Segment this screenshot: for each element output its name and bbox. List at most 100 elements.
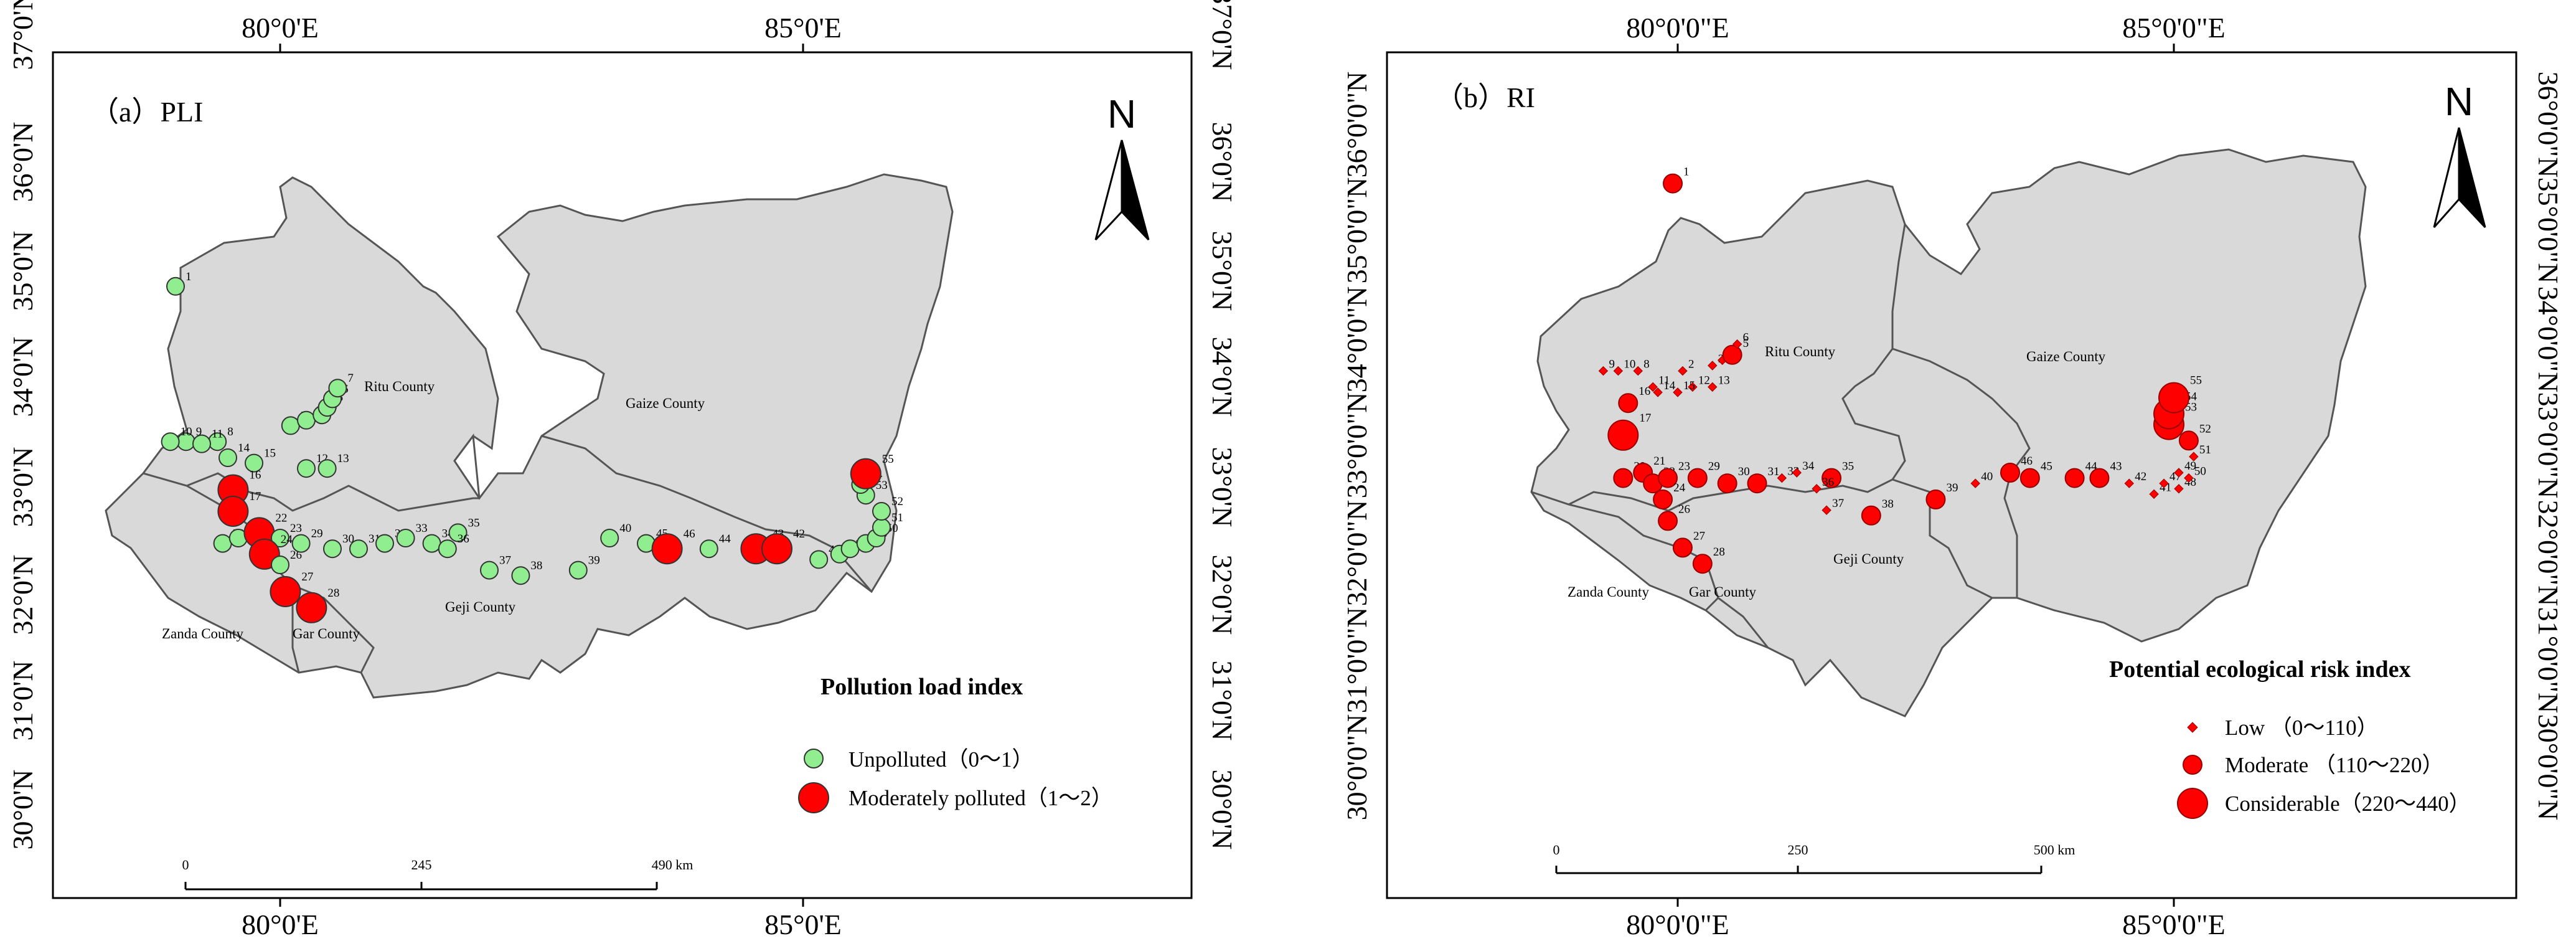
ri-site-label-40: 40 (1981, 470, 1993, 483)
panel-b-right-ytick-0: 36°0'0"N (2532, 72, 2564, 178)
panel-b-legend-label-1: Moderate （110～220） (2225, 753, 2444, 777)
pli-site-28 (296, 592, 327, 623)
ri-site-label-24: 24 (1673, 481, 1686, 494)
ri-site-label-17: 17 (1639, 412, 1651, 425)
panel-b-legend: Potential ecological risk index Low （0～1… (2109, 656, 2471, 819)
pli-site-1 (166, 277, 185, 296)
panel-b-right-ytick-1: 35°0'0"N (2532, 177, 2564, 284)
pli-site-label-13: 13 (337, 452, 349, 465)
ri-site-2 (1678, 366, 1688, 376)
ri-site-label-28: 28 (1713, 546, 1725, 559)
ri-site-label-45: 45 (2041, 460, 2052, 473)
ri-site-label-51: 51 (2199, 443, 2211, 456)
panel-a-left-ytick-4: 33°0'N (7, 447, 39, 527)
panel-b-xtick-bottom-0: 80°0'0"E (1626, 909, 1729, 940)
pli-site-33 (396, 529, 415, 547)
panel-a-scale-0: 0 (182, 857, 189, 872)
ri-site-11 (1648, 382, 1658, 392)
pli-site-7 (328, 379, 347, 398)
panel-a-county-gaize: Gaize County (626, 395, 705, 411)
pli-site-3 (297, 410, 316, 430)
ri-site-6 (1732, 339, 1742, 349)
ri-site-50 (2184, 473, 2194, 483)
pli-site-label-46: 46 (684, 527, 695, 541)
ri-site-17 (1607, 419, 1639, 451)
ri-site-40 (1970, 478, 1980, 488)
panel-a-north-label: N (1107, 92, 1136, 136)
panel-b-legend-swatch-1 (2183, 755, 2202, 775)
pli-site-15 (245, 453, 263, 473)
panel-b-legend-title: Potential ecological risk index (2109, 656, 2410, 683)
pli-site-32 (375, 534, 394, 553)
ri-site-label-30: 30 (1738, 465, 1750, 478)
pli-site-label-24: 24 (281, 533, 293, 546)
pli-site-11 (192, 434, 211, 453)
pli-site-label-11: 11 (212, 428, 223, 441)
pli-site-37 (480, 560, 499, 580)
pli-site-27 (270, 576, 301, 607)
panel-a-xtick-bottom-1: 85°0'E (764, 909, 842, 940)
panel-a-legend: Pollution load index Unpolluted（0～1） Mod… (798, 674, 1113, 813)
panel-b-xtick-top-0: 80°0'0"E (1626, 12, 1729, 44)
ri-site-39 (1925, 489, 1946, 509)
pli-site-12 (297, 459, 316, 478)
panel-a-legend-title: Pollution load index (820, 674, 1023, 700)
panel-a-left-ytick-5: 32°0'N (7, 555, 39, 635)
ri-site-52 (2178, 430, 2199, 451)
pli-site-2 (281, 416, 300, 435)
ri-site-30 (1717, 473, 1737, 494)
panel-b-sites: 1234568910111213141516172021222324262728… (1598, 166, 2211, 574)
pli-site-40 (600, 529, 619, 547)
panel-b-left-ytick-1: 35°0'0"N (1341, 177, 1373, 284)
ri-site-label-39: 39 (1946, 481, 1958, 494)
ri-site-46 (2000, 463, 2020, 483)
panel-a-xtick-bottom-0: 80°0'E (242, 909, 319, 940)
pli-site-label-52: 52 (891, 495, 903, 508)
panel-a-ticks: 80°0'E 85°0'E 80°0'E 85°0'E (242, 12, 842, 940)
panel-a-legend-swatch-1 (798, 782, 829, 813)
panel-a-right-ytick-5: 32°0'N (1206, 555, 1238, 635)
pli-site-13 (317, 459, 337, 478)
ri-site-13 (1708, 382, 1718, 392)
panel-b-left-ytick-3: 33°0'0"N (1341, 392, 1373, 499)
panel-b-county-gar: Gar County (1689, 584, 1756, 600)
panel-b-legend-label-2: Considerable（220～440） (2225, 792, 2471, 816)
ri-site-35 (1822, 468, 1842, 488)
pli-site-label-42: 42 (793, 527, 805, 541)
pli-site-label-7: 7 (347, 372, 354, 385)
ri-site-27 (1672, 537, 1693, 558)
ri-site-label-35: 35 (1842, 460, 1854, 473)
panel-b-scale-1: 250 (1788, 842, 1808, 858)
pli-site-label-30: 30 (342, 532, 354, 546)
pli-site-38 (511, 566, 530, 585)
panel-b-right-ytick-4: 32°0'0"N (2532, 500, 2564, 607)
ri-site-37 (1822, 505, 1831, 515)
ri-site-label-37: 37 (1832, 497, 1844, 510)
ri-site-38 (1861, 505, 1881, 526)
pli-site-label-44: 44 (719, 532, 731, 546)
panel-a-county-ritu: Ritu County (364, 379, 435, 394)
ri-site-9 (1598, 366, 1609, 376)
panel-b-ticks: 80°0'0"E 85°0'0"E 80°0'0"E 85°0'0"E (1626, 12, 2226, 940)
ri-site-23 (1658, 468, 1678, 488)
panel-a-left-ytick-6: 31°0'N (7, 661, 39, 741)
pli-site-39 (568, 560, 588, 580)
pli-site-30 (323, 539, 342, 559)
ri-site-26 (1658, 511, 1678, 531)
pli-site-label-1: 1 (186, 270, 192, 283)
pli-site-label-36: 36 (458, 532, 469, 546)
pli-site-17 (217, 496, 249, 527)
ri-site-label-2: 2 (1688, 358, 1695, 371)
ri-site-8 (1633, 366, 1643, 376)
panel-b-xtick-bottom-1: 85°0'0"E (2122, 909, 2226, 940)
panel-a-left-ytick-3: 34°0'N (7, 337, 39, 417)
panel-b-north-arrow: N (2433, 79, 2486, 229)
panel-a-scale-1: 245 (411, 857, 432, 872)
ri-site-28 (1692, 554, 1713, 574)
panel-b-county-gaize: Gaize County (2026, 349, 2106, 364)
panel-a-legend-label-0: Unpolluted（0～1） (848, 747, 1033, 772)
pli-site-48 (840, 539, 860, 559)
panel-b-title: （b）RI (1435, 82, 1535, 113)
panel-a-left-ytick-2: 35°0'N (7, 231, 39, 311)
ri-site-label-15: 15 (1683, 379, 1695, 392)
